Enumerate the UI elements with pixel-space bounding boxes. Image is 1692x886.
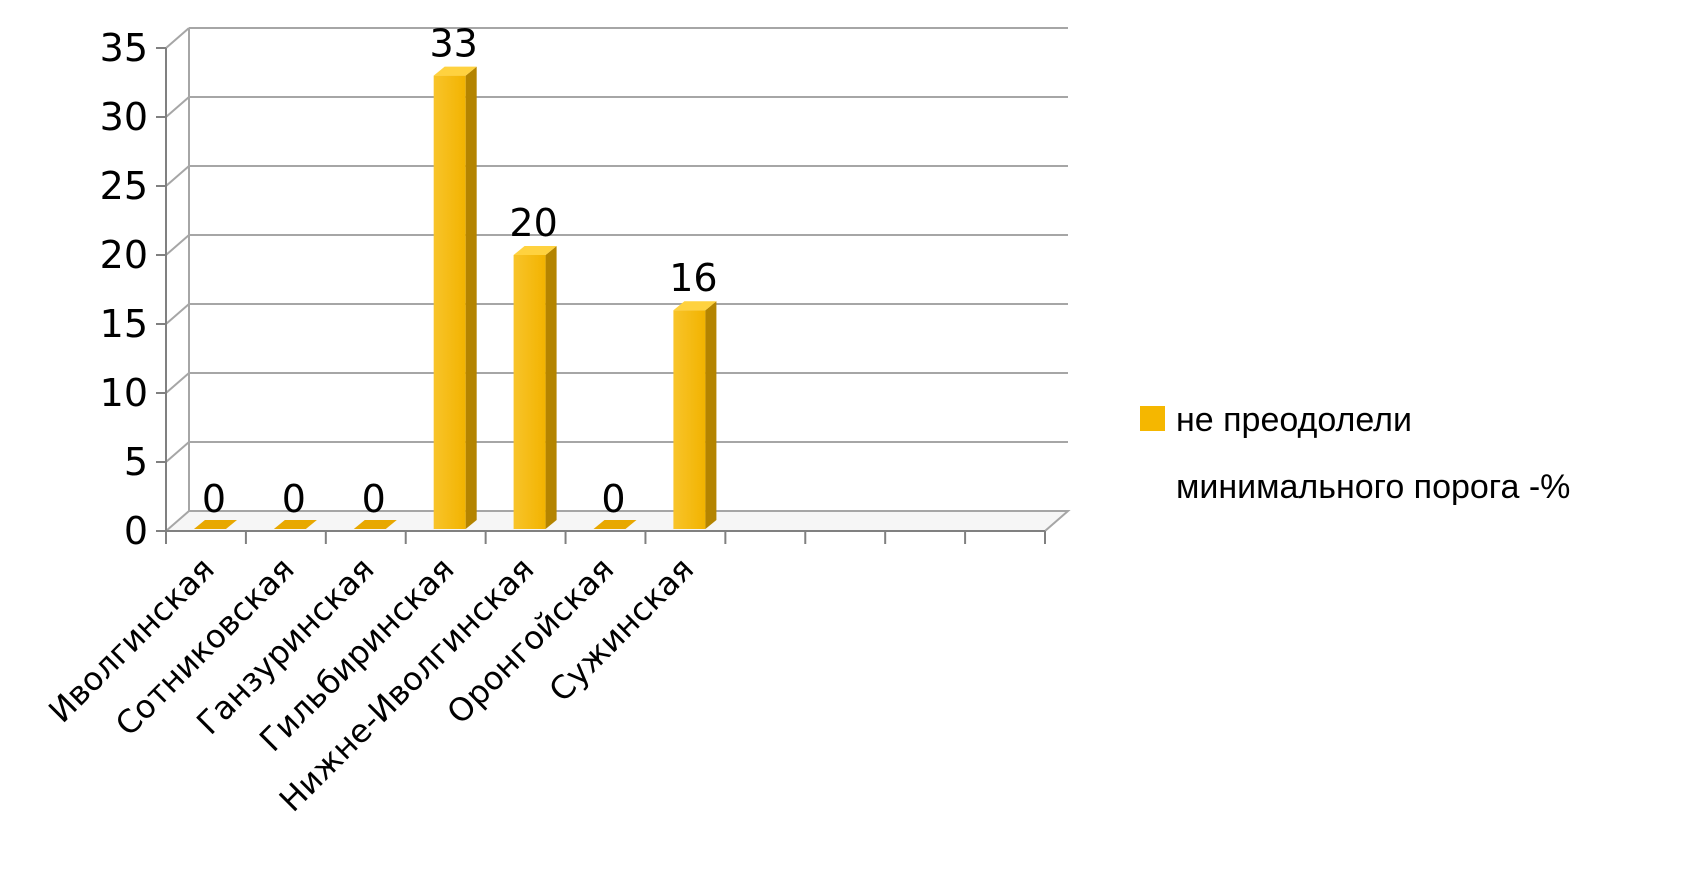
bar [273,520,317,529]
gridline-side [165,303,190,325]
data-label: 33 [430,22,478,66]
gridline-side [165,96,190,118]
gridlines [163,27,1071,532]
bar-top [513,246,557,255]
bar-front [433,75,466,529]
y-tick-label: 25 [100,164,148,208]
bar-top [193,520,237,529]
bar-side [465,66,477,529]
legend-label-line1: не преодолели [1176,401,1412,439]
bar [193,520,237,529]
bar [673,301,717,529]
y-tick-label: 30 [100,95,148,139]
legend: не преодолели минимального порога -% [1140,401,1570,506]
y-tick-label: 5 [124,440,148,484]
bar-top [433,66,477,76]
bar [353,520,397,529]
gridline-side [165,372,190,394]
bar [593,520,637,529]
data-label: 16 [669,256,717,300]
y-tick-label: 35 [100,26,148,70]
y-tick-label: 10 [100,371,148,415]
data-label: 0 [282,477,306,521]
axes [156,47,1046,544]
bar-side [545,246,557,529]
bar-top [673,301,717,311]
bar-top [593,520,637,529]
gridline-side [165,165,190,187]
y-tick-label: 20 [100,233,148,277]
data-label: 20 [509,201,557,245]
bar-top [353,520,397,529]
bar-front [513,255,546,529]
legend-label-line2: минимального порога -% [1176,468,1570,506]
bar-side [705,301,717,529]
bar-top [273,520,317,529]
gridline-side [165,27,190,49]
bars [193,66,717,529]
y-tick-label: 0 [124,509,148,553]
bar [433,66,477,529]
bar-front [673,310,706,529]
data-label: 0 [362,477,386,521]
gridline-side [165,234,190,256]
gridline-side [165,441,190,463]
bar [513,246,557,529]
data-label: 0 [601,477,625,521]
data-label: 0 [202,477,226,521]
legend-swatch [1140,406,1165,431]
y-tick-label: 15 [100,302,148,346]
